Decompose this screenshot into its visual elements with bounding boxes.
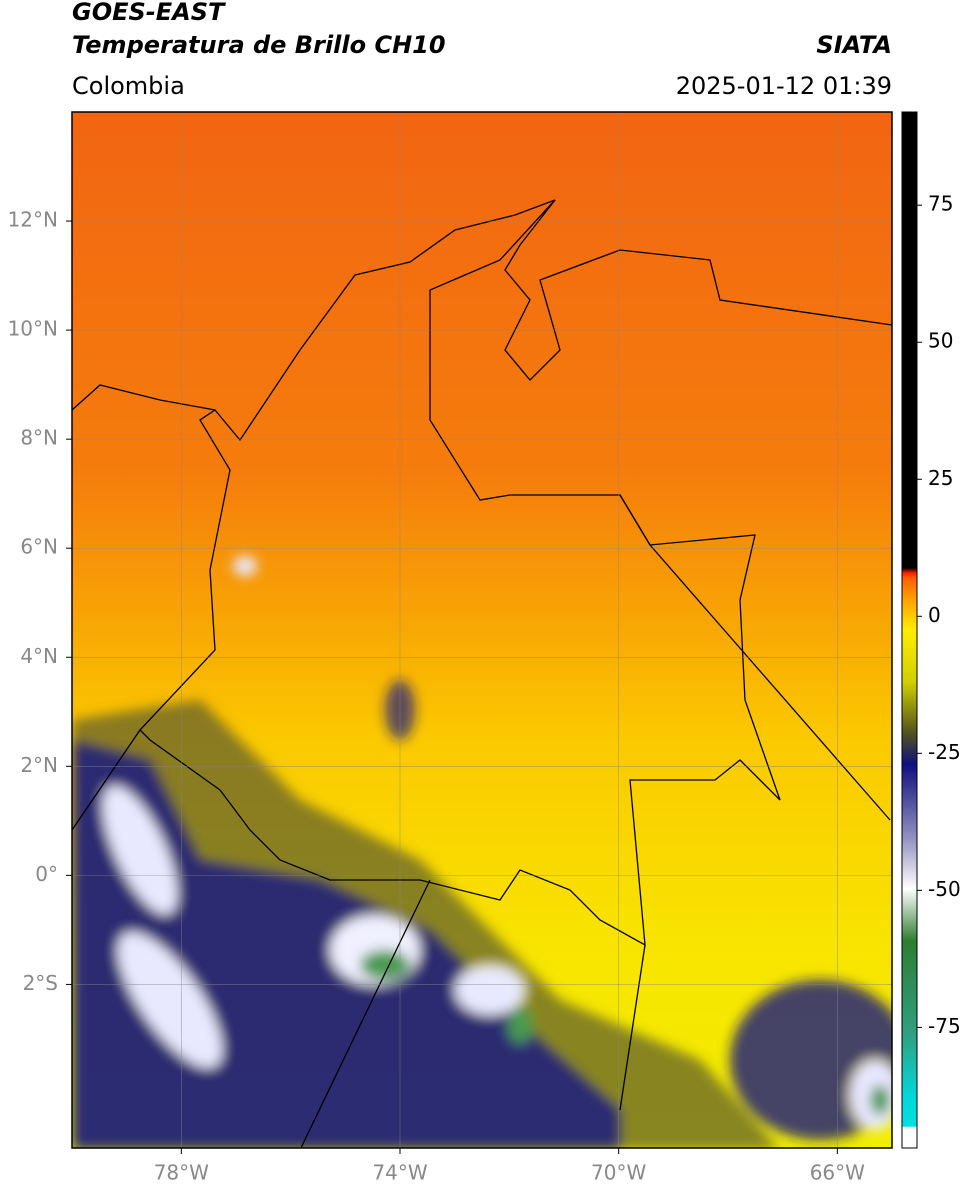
colorbar (901, 111, 918, 1149)
lat-tick-label: 2°N (20, 753, 58, 777)
clouds (72, 556, 892, 1148)
satellite: GOES-EAST (72, 0, 226, 26)
colorbar-tick-label: -50 (928, 877, 961, 901)
lat-tick-label: 0° (35, 862, 58, 886)
lat-tick-label: 10°N (8, 317, 58, 341)
borders (72, 199, 892, 1148)
lat-tick-label: 6°N (20, 535, 58, 559)
map-frame (71, 111, 893, 1149)
product: Temperatura de Brillo CH10 (72, 31, 446, 59)
lat-tick-label: 4°N (20, 644, 58, 668)
colorbar-tick-label: -25 (928, 740, 961, 764)
colorbar-tick-label: -75 (928, 1014, 961, 1038)
colorbar-tick-label: 50 (928, 329, 953, 353)
colorbar-tick-label: 75 (928, 192, 953, 216)
region: Colombia (72, 72, 185, 100)
datetime: 2025-01-12 01:39 (676, 72, 892, 100)
lon-tick-label: 74°W (372, 1161, 427, 1185)
lat-tick-label: 2°S (23, 971, 58, 995)
lon-tick-label: 70°W (591, 1161, 646, 1185)
map-image (72, 112, 892, 1148)
lat-tick-label: 12°N (8, 208, 58, 232)
lat-tick-label: 8°N (20, 426, 58, 450)
colorbar-tick-label: 0 (928, 603, 941, 627)
lon-tick-label: 78°W (154, 1161, 209, 1185)
agency: SIATA (816, 31, 892, 59)
colorbar-tick-label: 25 (928, 466, 953, 490)
lon-tick-label: 66°W (810, 1161, 865, 1185)
graticule (66, 112, 892, 1154)
